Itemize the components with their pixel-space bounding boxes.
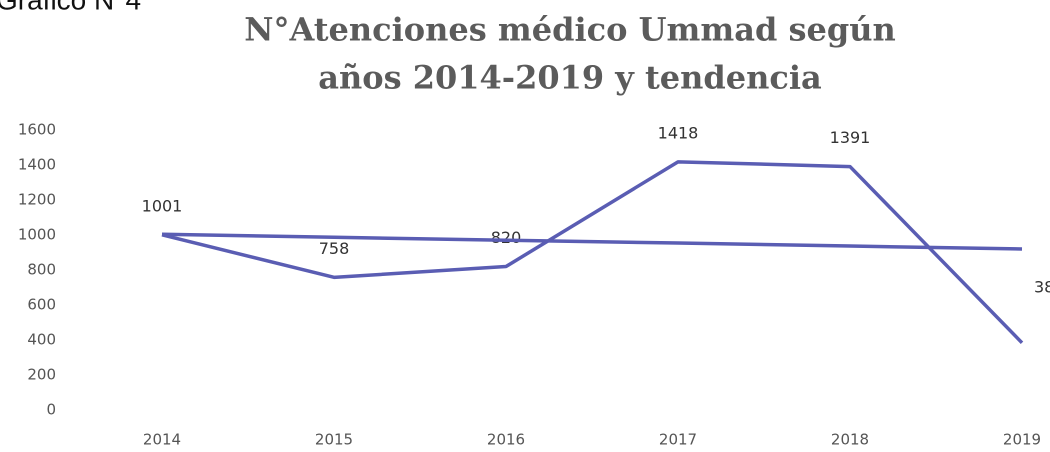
chart-heading: Gráfico N°4: [0, 0, 141, 15]
x-tick-label: 2016: [487, 431, 525, 449]
line: [161, 160, 1024, 345]
y-tick-label: 400: [27, 331, 56, 349]
x-tick-label: 2019: [1003, 431, 1041, 449]
y-tick-label: 0: [46, 401, 56, 419]
data-label: 1418: [658, 123, 699, 142]
x-tick-label: 2017: [659, 431, 697, 449]
chart-title: años 2014-2019 y tendencia: [318, 59, 822, 97]
y-tick-label: 800: [27, 261, 56, 279]
data-label: 758: [319, 239, 350, 258]
y-tick-label: 1600: [18, 121, 56, 139]
x-tick-label: 2015: [315, 431, 353, 449]
data-label: 384: [1034, 277, 1050, 296]
x-tick-label: 2014: [143, 431, 181, 449]
y-tick-label: 1000: [18, 226, 56, 244]
y-tick-label: 200: [27, 366, 56, 384]
data-label: 1391: [830, 128, 871, 147]
y-tick-label: 1400: [18, 156, 56, 174]
line: [161, 232, 1023, 251]
data-label: 820: [491, 228, 522, 247]
y-tick-label: 600: [27, 296, 56, 314]
y-tick-label: 1200: [18, 191, 56, 209]
data-label: 1001: [142, 196, 183, 215]
x-tick-label: 2018: [831, 431, 869, 449]
chart-title: N°Atenciones médico Ummad según: [244, 11, 896, 49]
